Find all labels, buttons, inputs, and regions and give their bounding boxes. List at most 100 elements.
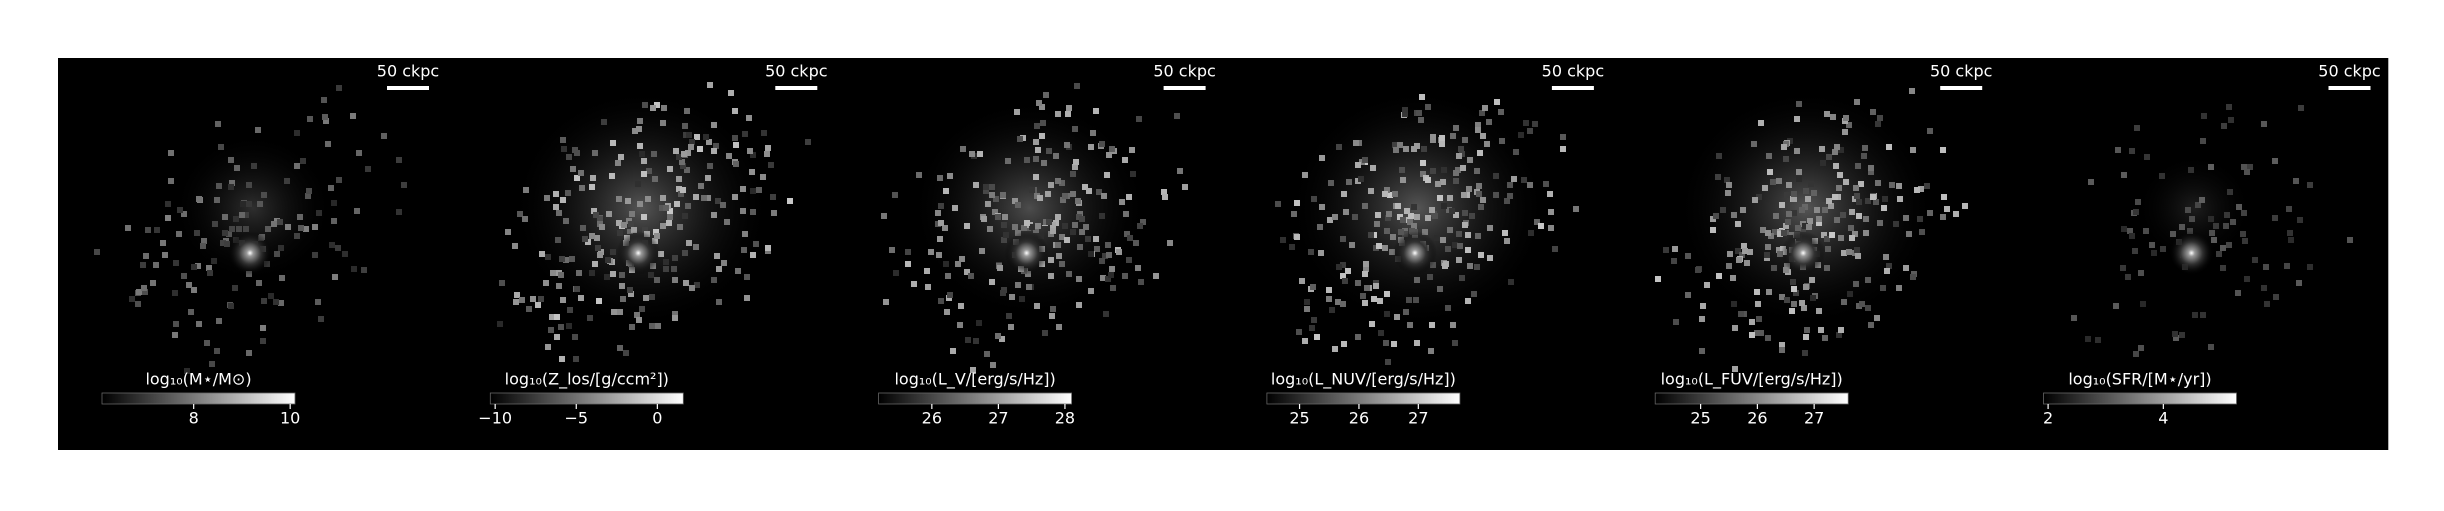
pixel — [1458, 146, 1464, 152]
pixel — [569, 256, 575, 262]
pixel — [1414, 277, 1420, 283]
pixel — [2125, 274, 2131, 280]
pixel — [1382, 245, 1388, 251]
pixel — [985, 201, 991, 207]
pixel — [2143, 228, 2149, 234]
pixel — [558, 272, 564, 278]
pixel — [2192, 312, 2198, 318]
pixel — [1453, 170, 1459, 176]
pixel — [1861, 153, 1867, 159]
pixel — [659, 205, 665, 211]
pixel — [1385, 215, 1391, 221]
pixel — [1767, 169, 1773, 175]
pixel — [1384, 291, 1390, 297]
pixel — [1849, 209, 1855, 215]
pixel — [654, 277, 660, 283]
pixel — [1732, 366, 1738, 372]
pixel — [553, 191, 559, 197]
pixel — [957, 322, 963, 328]
pixel — [1449, 208, 1455, 214]
pixel — [2211, 237, 2217, 243]
pixel — [522, 216, 528, 222]
pixel — [2228, 117, 2234, 123]
pixel — [1504, 238, 1510, 244]
colorbar-tick-label: 4 — [2158, 409, 2168, 428]
pixel — [1109, 266, 1115, 272]
pixel — [526, 306, 532, 312]
pixel — [1376, 243, 1382, 249]
pixel — [1896, 183, 1902, 189]
pixel — [1840, 212, 1846, 218]
pixel — [1776, 247, 1782, 253]
pixel — [635, 181, 641, 187]
pixel — [220, 240, 226, 246]
pixel — [1732, 325, 1738, 331]
pixel — [196, 196, 202, 202]
pixel — [1024, 157, 1030, 163]
pixel — [1309, 325, 1315, 331]
pixel — [214, 197, 220, 203]
pixel — [216, 318, 222, 324]
pixel — [938, 203, 944, 209]
pixel — [1105, 276, 1111, 282]
pixel — [1791, 210, 1797, 216]
pixel — [232, 285, 238, 291]
pixel — [188, 309, 194, 315]
pixel — [321, 97, 327, 103]
pixel — [1384, 228, 1390, 234]
pixel — [1538, 223, 1544, 229]
pixel — [2240, 231, 2246, 237]
pixel — [549, 314, 555, 320]
pixel — [1865, 198, 1871, 204]
pixel — [1403, 146, 1409, 152]
pixel — [1528, 230, 1534, 236]
pixel — [315, 299, 321, 305]
pixel — [1341, 191, 1347, 197]
pixel — [733, 142, 739, 148]
pixel — [1793, 290, 1799, 296]
pixel — [1493, 173, 1499, 179]
galaxy-core — [228, 231, 272, 275]
pixel — [535, 302, 541, 308]
pixel — [125, 225, 131, 231]
pixel — [582, 236, 588, 242]
pixel — [619, 283, 625, 289]
pixel — [1066, 271, 1072, 277]
pixel — [196, 321, 202, 327]
pixel — [654, 233, 660, 239]
pixel — [1794, 116, 1800, 122]
pixel — [1731, 212, 1737, 218]
pixel — [1450, 322, 1456, 328]
pixel — [1532, 121, 1538, 127]
pixel — [1119, 199, 1125, 205]
pixel — [1803, 284, 1809, 290]
pixel — [1770, 179, 1776, 185]
pixel — [595, 245, 601, 251]
pixel — [976, 320, 982, 326]
pixel — [1846, 122, 1852, 128]
pixel — [1736, 257, 1742, 263]
pixel — [924, 268, 930, 274]
pixel — [251, 163, 257, 169]
pixel — [905, 249, 911, 255]
pixel — [224, 241, 230, 247]
pixel — [505, 229, 511, 235]
pixel — [1428, 348, 1434, 354]
pixel — [1001, 237, 1007, 243]
pixel — [1076, 302, 1082, 308]
pixel — [1724, 177, 1730, 183]
pixel — [273, 299, 279, 305]
pixel — [768, 162, 774, 168]
pixel — [1425, 177, 1431, 183]
pixel — [1340, 273, 1346, 279]
pixel — [2220, 265, 2226, 271]
pixel — [1751, 141, 1757, 147]
pixel — [649, 323, 655, 329]
pixel — [625, 198, 631, 204]
pixel — [1353, 140, 1359, 146]
pixel — [1177, 168, 1183, 174]
pixel — [1730, 275, 1736, 281]
pixel — [181, 211, 187, 217]
pixel — [2133, 351, 2139, 357]
pixel — [634, 312, 640, 318]
